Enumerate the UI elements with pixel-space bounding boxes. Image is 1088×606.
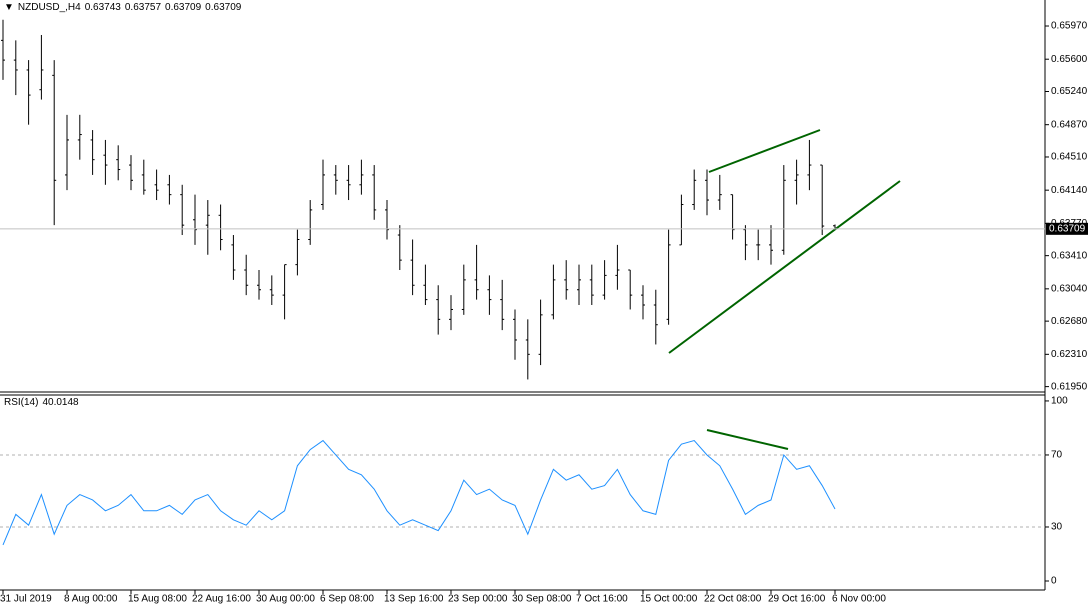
y-tick-label: 0.63040 [1051, 283, 1088, 294]
x-tick-label: 23 Sep 00:00 [448, 594, 508, 605]
indicator-value: 40.0148 [42, 397, 79, 408]
y-tick-label: 70 [1051, 450, 1063, 461]
low-value: 0.63709 [165, 2, 202, 13]
y-tick-label: 0.65970 [1051, 21, 1088, 32]
rsi-line [2, 439, 836, 546]
y-tick-label: 0.65240 [1051, 86, 1088, 97]
trend-line [668, 180, 901, 354]
x-tick-label: 31 Jul 2019 [0, 594, 52, 605]
x-tick-label: 15 Oct 00:00 [640, 594, 698, 605]
trend-line [708, 129, 821, 173]
y-tick-label: 0.64870 [1051, 119, 1088, 130]
y-tick-label: 30 [1051, 522, 1063, 533]
x-tick-label: 29 Oct 16:00 [768, 594, 826, 605]
trend-line [706, 429, 789, 450]
symbol: NZDUSD_,H4 [17, 2, 81, 13]
x-tick-label: 22 Oct 08:00 [704, 594, 762, 605]
y-tick-label: 0.63410 [1051, 250, 1088, 261]
x-tick-label: 22 Aug 16:00 [192, 594, 251, 605]
x-tick-label: 15 Aug 08:00 [128, 594, 187, 605]
price-label-box [1046, 222, 1088, 235]
y-tick-label: 0.64510 [1051, 152, 1088, 163]
menu-arrow[interactable]: ▼ [4, 2, 14, 13]
x-tick-label: 30 Aug 00:00 [256, 594, 315, 605]
x-tick-label: 8 Aug 00:00 [64, 594, 118, 605]
x-tick-label: 7 Oct 16:00 [576, 594, 628, 605]
indicator-header: RSI(14) 40.0148 [4, 397, 83, 408]
y-tick-label: 0.64140 [1051, 185, 1088, 196]
y-tick-label: 100 [1051, 396, 1068, 407]
open-value: 0.63743 [84, 2, 121, 13]
close-value: 0.63709 [205, 2, 242, 13]
high-value: 0.63757 [124, 2, 162, 13]
x-tick-label: 30 Sep 08:00 [512, 594, 572, 605]
indicator-name: RSI(14) [4, 397, 39, 408]
y-tick-label: 0.62680 [1051, 316, 1088, 327]
y-tick-label: 0.61950 [1051, 381, 1088, 392]
price-label: 0.63709 [1049, 223, 1086, 234]
chart-header: ▼ NZDUSD_,H4 0.63743 0.63757 0.63709 0.63709 [4, 2, 245, 13]
y-tick-label: 0.62310 [1051, 349, 1088, 360]
x-tick-label: 6 Nov 00:00 [832, 594, 886, 605]
y-tick-label: 0 [1051, 576, 1057, 587]
x-tick-label: 13 Sep 16:00 [384, 594, 444, 605]
y-tick-label: 0.65600 [1051, 54, 1088, 65]
x-tick-label: 6 Sep 08:00 [320, 594, 374, 605]
